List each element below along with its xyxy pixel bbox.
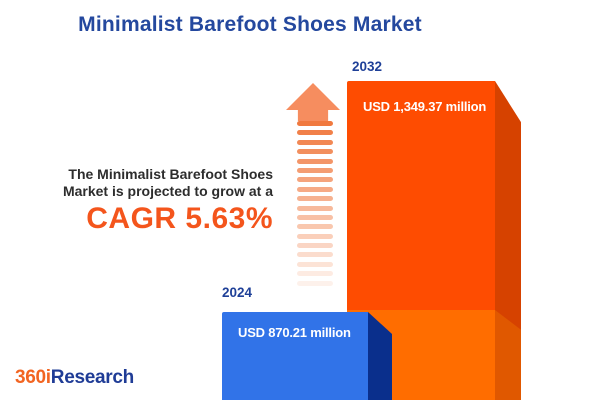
arrow-stripe xyxy=(297,121,333,126)
arrow-stripe xyxy=(297,243,333,249)
arrow-stripe xyxy=(297,280,333,286)
arrow-stripe xyxy=(297,205,333,211)
growth-annotation: The Minimalist Barefoot Shoes Market is … xyxy=(40,166,273,236)
arrow-stripe xyxy=(297,214,333,220)
arrow-stripe xyxy=(297,271,333,277)
arrow-stripe xyxy=(297,130,333,136)
logo: 360iResearch xyxy=(15,367,134,389)
bar-label-2024: 2024 xyxy=(222,285,253,300)
logo-360i: 360i xyxy=(15,367,51,388)
arrow-stripe xyxy=(297,158,333,164)
arrow-stripe xyxy=(297,224,333,230)
bar-label-2032: 2032 xyxy=(352,59,383,74)
page-title: Minimalist Barefoot Shoes Market xyxy=(78,13,422,36)
annotation-line-2: Market is projected to grow at a xyxy=(62,182,273,199)
bar-2024-front-face xyxy=(222,312,368,400)
annotation-line-1: The Minimalist Barefoot Shoes xyxy=(68,166,273,182)
arrow-stripe xyxy=(297,252,333,258)
arrow-stripe xyxy=(297,186,333,192)
arrow-stripes xyxy=(297,121,333,290)
arrow-stripe xyxy=(297,233,333,239)
arrow-stripe xyxy=(297,167,333,173)
arrow-stripe xyxy=(297,261,333,267)
arrow-stripe xyxy=(297,139,333,145)
bar-value-2024: USD 870.21 million xyxy=(238,325,351,340)
bar-value-2032: USD 1,349.37 million xyxy=(363,99,487,114)
cagr-value: CAGR 5.63% xyxy=(86,202,273,235)
arrow-stripe xyxy=(297,177,333,183)
growth-arrow-icon xyxy=(286,83,340,121)
logo-research: Research xyxy=(50,367,134,388)
arrow-stripe xyxy=(297,196,333,202)
arrow-stripe xyxy=(297,149,333,155)
